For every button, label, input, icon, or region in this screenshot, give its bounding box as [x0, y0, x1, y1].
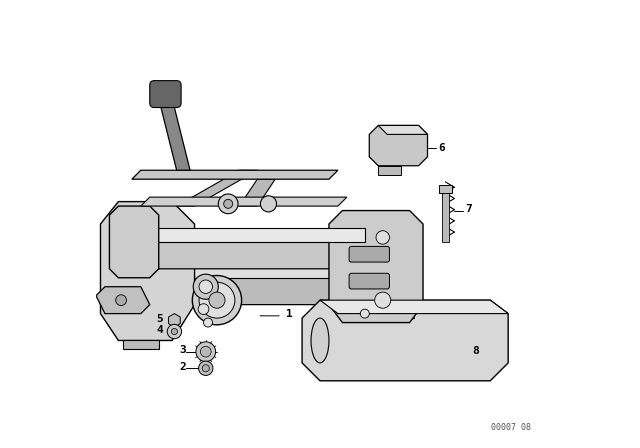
Circle shape — [202, 365, 209, 372]
Text: 6: 6 — [439, 143, 445, 153]
Polygon shape — [329, 211, 423, 323]
Polygon shape — [123, 340, 159, 349]
Bar — [439, 185, 452, 193]
Text: 1: 1 — [287, 309, 293, 319]
Text: 2: 2 — [179, 362, 186, 372]
Circle shape — [198, 304, 209, 314]
Circle shape — [376, 231, 390, 244]
Polygon shape — [132, 170, 338, 179]
Polygon shape — [302, 300, 508, 381]
Polygon shape — [141, 197, 347, 206]
Circle shape — [209, 292, 225, 308]
Polygon shape — [177, 170, 257, 206]
Circle shape — [260, 196, 276, 212]
Polygon shape — [132, 242, 392, 269]
Polygon shape — [365, 305, 428, 332]
Text: 8: 8 — [472, 346, 479, 356]
Polygon shape — [159, 99, 190, 170]
Circle shape — [374, 292, 391, 308]
FancyBboxPatch shape — [349, 246, 389, 262]
Text: 7: 7 — [466, 204, 472, 214]
Polygon shape — [100, 202, 195, 340]
Circle shape — [199, 282, 235, 318]
Circle shape — [172, 328, 177, 335]
Polygon shape — [239, 179, 275, 206]
Circle shape — [218, 194, 238, 214]
Polygon shape — [378, 166, 401, 175]
Polygon shape — [369, 125, 428, 166]
Circle shape — [199, 280, 212, 293]
Ellipse shape — [311, 318, 329, 363]
Text: 3: 3 — [179, 345, 186, 355]
Circle shape — [360, 309, 369, 318]
Circle shape — [224, 199, 233, 208]
Text: 4: 4 — [157, 325, 163, 335]
Circle shape — [193, 276, 242, 325]
Polygon shape — [378, 125, 428, 134]
Polygon shape — [132, 228, 365, 242]
Circle shape — [116, 295, 127, 306]
Circle shape — [204, 318, 212, 327]
Polygon shape — [320, 300, 508, 314]
FancyBboxPatch shape — [150, 81, 181, 108]
Circle shape — [200, 346, 211, 357]
FancyBboxPatch shape — [349, 273, 389, 289]
Circle shape — [198, 361, 213, 375]
Text: 5: 5 — [157, 314, 163, 324]
Circle shape — [193, 274, 218, 299]
Polygon shape — [109, 206, 159, 278]
Text: 00007 08: 00007 08 — [491, 423, 531, 432]
Polygon shape — [118, 264, 374, 278]
Bar — [442, 193, 449, 242]
Polygon shape — [118, 278, 401, 305]
Circle shape — [196, 342, 216, 362]
Polygon shape — [96, 287, 150, 314]
Circle shape — [167, 324, 182, 339]
